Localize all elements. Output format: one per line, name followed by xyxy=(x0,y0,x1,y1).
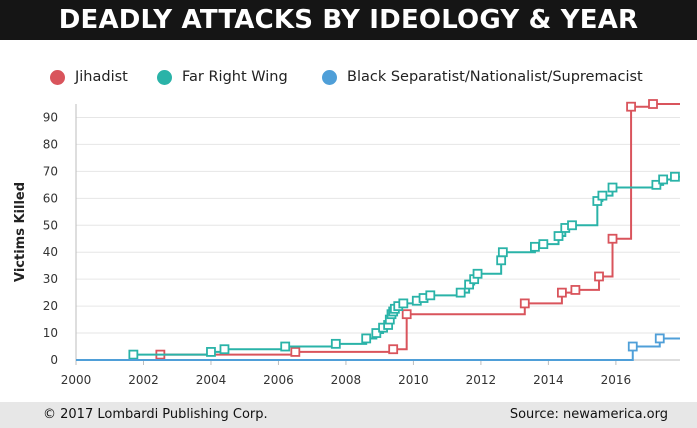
x-tick-label: 2002 xyxy=(128,373,159,387)
legend-label-jihadist: Jihadist xyxy=(75,69,128,85)
data-point-far-right-wing xyxy=(472,268,483,279)
legend-item-far-right-wing: Far Right Wing xyxy=(157,62,288,92)
source-text: Source: newamerica.org xyxy=(509,407,668,422)
y-tick-label: 90 xyxy=(43,110,58,124)
data-point-jihadist xyxy=(607,233,618,244)
footer: © 2017 Lombardi Publishing Corp. Source:… xyxy=(0,402,697,428)
y-tick-label: 50 xyxy=(43,218,58,232)
data-point-jihadist xyxy=(290,347,301,357)
x-tick-label: 2004 xyxy=(196,373,227,387)
data-point-far-right-wing xyxy=(651,179,662,190)
y-tick-label: 30 xyxy=(43,272,58,286)
data-point-far-right-wing xyxy=(658,174,669,185)
data-point-black-separatist-nationalist-supremacist xyxy=(627,341,638,352)
y-tick-label: 40 xyxy=(43,245,58,259)
data-point-far-right-wing xyxy=(597,190,608,201)
x-axis-ticks: 2000 2002 2004 2006 2008 2010 2012 2014 2016 xyxy=(61,360,631,387)
series-line-jihadist xyxy=(76,103,680,361)
data-point-far-right-wing xyxy=(330,338,341,349)
x-tick-label: 2006 xyxy=(263,373,294,387)
data-point-far-right-wing xyxy=(607,182,618,193)
data-point-far-right-wing xyxy=(280,341,291,352)
data-point-jihadist xyxy=(648,99,658,109)
legend-label-black-separatist: Black Separatist/Nationalist/Supremacist xyxy=(347,69,643,85)
data-point-far-right-wing xyxy=(206,347,216,357)
x-tick-label: 2012 xyxy=(466,373,497,387)
data-point-far-right-wing xyxy=(553,231,564,241)
chart-title: DEADLY ATTACKS BY IDEOLOGY & YEAR xyxy=(0,0,697,40)
legend-swatch-black-separatist xyxy=(322,69,337,85)
data-point-black-separatist-nationalist-supremacist xyxy=(654,333,665,344)
data-point-jihadist xyxy=(556,287,567,298)
data-point-far-right-wing xyxy=(371,328,382,338)
data-point-far-right-wing xyxy=(398,298,409,309)
data-point-jihadist xyxy=(401,309,412,320)
line-chart: 0 10 20 30 40 50 60 70 80 90 2000 2002 2004 2006 2008… xyxy=(13,99,680,387)
legend: Jihadist Far Right Wing Black Separatist… xyxy=(0,62,697,92)
data-point-jihadist xyxy=(570,285,581,295)
data-point-jihadist xyxy=(519,298,530,309)
y-axis-ticks: 0 10 20 30 40 50 60 70 80 90 xyxy=(43,110,58,367)
data-point-far-right-wing xyxy=(530,241,540,252)
data-point-far-right-wing xyxy=(496,255,507,266)
y-tick-label: 60 xyxy=(43,191,58,205)
legend-label-far-right-wing: Far Right Wing xyxy=(182,69,288,85)
legend-item-jihadist: Jihadist xyxy=(50,62,128,92)
y-axis-label: Victims Killed xyxy=(13,182,28,282)
data-point-far-right-wing xyxy=(361,333,372,344)
data-point-far-right-wing xyxy=(128,349,139,360)
legend-item-black-separatist: Black Separatist/Nationalist/Supremacist xyxy=(322,62,643,92)
x-tick-label: 2016 xyxy=(601,373,632,387)
y-tick-label: 80 xyxy=(43,137,58,151)
legend-swatch-far-right-wing xyxy=(157,69,172,85)
y-tick-label: 10 xyxy=(43,326,58,340)
data-point-jihadist xyxy=(626,101,636,112)
data-point-far-right-wing xyxy=(538,239,549,250)
y-tick-label: 0 xyxy=(50,353,58,367)
x-tick-label: 2010 xyxy=(398,373,429,387)
data-point-far-right-wing xyxy=(425,290,436,301)
series-layer xyxy=(76,99,680,361)
series-line-black-separatist-nationalist-supremacist xyxy=(76,337,680,361)
data-point-far-right-wing xyxy=(670,171,680,182)
legend-swatch-jihadist xyxy=(50,69,65,85)
x-tick-label: 2000 xyxy=(61,373,92,387)
data-point-far-right-wing xyxy=(219,344,230,355)
data-point-far-right-wing xyxy=(464,279,475,290)
gridlines xyxy=(75,104,680,361)
data-point-far-right-wing xyxy=(455,287,466,298)
data-point-far-right-wing xyxy=(497,247,508,258)
x-tick-label: 2008 xyxy=(331,373,362,387)
y-tick-label: 20 xyxy=(43,299,58,313)
data-point-jihadist xyxy=(594,271,604,282)
data-point-far-right-wing xyxy=(567,220,577,231)
x-tick-label: 2014 xyxy=(533,373,564,387)
y-tick-label: 70 xyxy=(43,164,58,178)
copyright-text: © 2017 Lombardi Publishing Corp. xyxy=(43,407,268,422)
data-point-far-right-wing xyxy=(592,196,603,206)
data-point-jihadist xyxy=(388,344,399,355)
